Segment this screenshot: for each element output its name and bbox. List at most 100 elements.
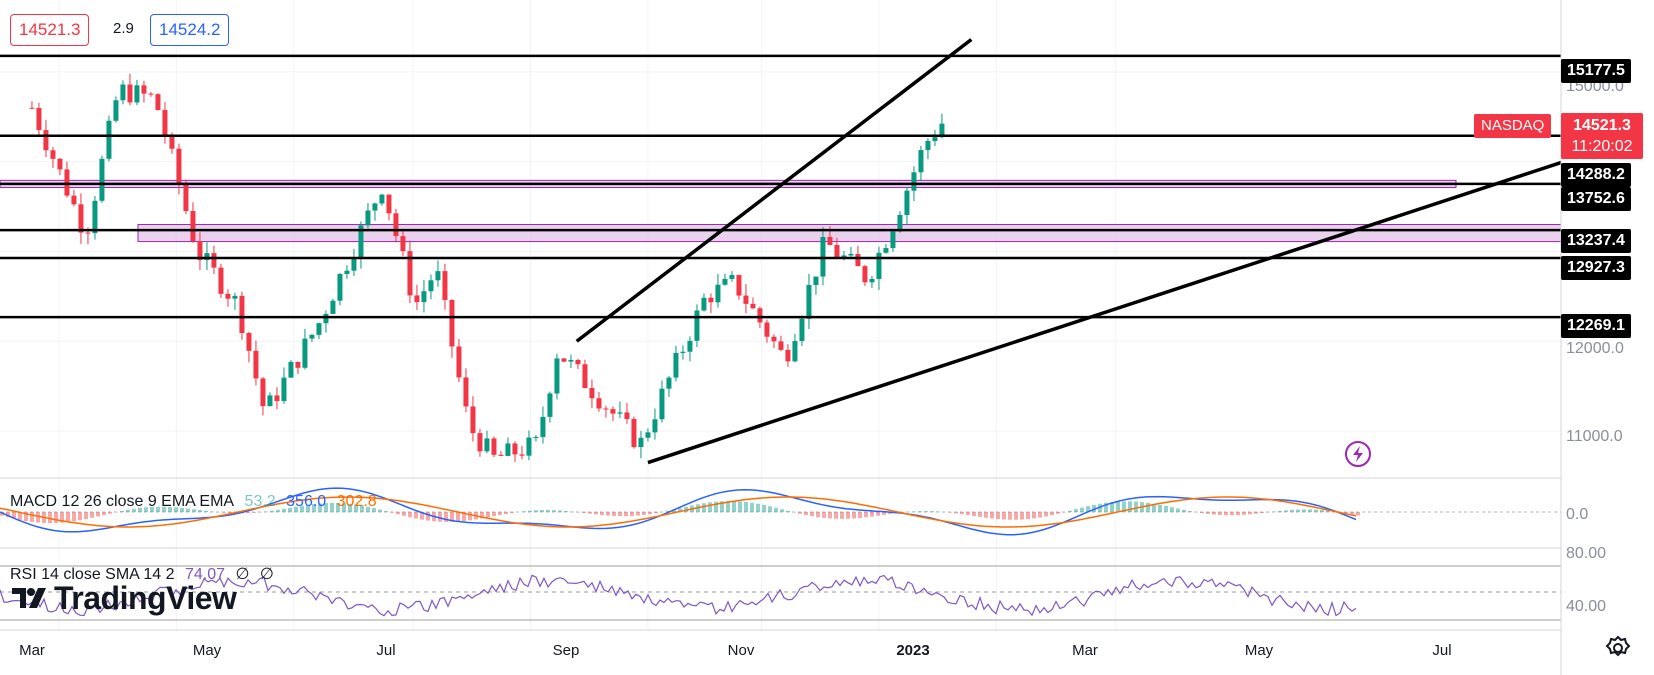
candle-body — [890, 231, 896, 249]
rsi-pane — [0, 565, 1561, 621]
macd-histogram-bar — [486, 512, 490, 518]
macd-histogram-bar — [1176, 508, 1180, 512]
candle-body — [673, 352, 679, 378]
level-label: 12927.3 — [1561, 256, 1631, 280]
macd-histogram-bar — [1080, 507, 1084, 512]
time-tick: Mar — [1072, 642, 1098, 659]
trend-channel — [575, 38, 1562, 465]
macd-histogram-bar — [120, 510, 124, 512]
macd-histogram-bar — [384, 511, 388, 512]
rsi-legend[interactable]: RSI 14 close SMA 14 2 74.07 ∅ ∅ — [10, 564, 280, 584]
macd-histogram-bar — [342, 503, 346, 512]
macd-histogram-bar — [420, 512, 424, 520]
macd-histogram-bar — [336, 502, 340, 512]
bar-countdown: 11:20:02 — [1571, 138, 1633, 155]
macd-histogram-bar — [648, 512, 652, 515]
macd-line-value: 356.0 — [286, 493, 327, 510]
candle-body — [645, 432, 651, 438]
macd-histogram-bar — [408, 512, 412, 518]
candle-body — [64, 169, 70, 196]
macd-histogram-bar — [228, 512, 232, 514]
macd-histogram-bar — [840, 512, 844, 519]
macd-histogram-bar — [804, 512, 808, 516]
time-tick: May — [1244, 642, 1274, 659]
level-label: 14288.2 — [1561, 163, 1631, 187]
candle-body — [778, 341, 784, 350]
time-tick: May — [192, 642, 222, 659]
macd-legend[interactable]: MACD 12 26 close 9 EMA EMA 53.2 356.0 30… — [10, 493, 383, 511]
candle-body — [638, 437, 644, 448]
macd-histogram-bar — [528, 510, 532, 512]
macd-histogram-bar — [12, 512, 16, 519]
macd-histogram-bar — [1260, 512, 1264, 514]
price-tick: 12000.0 — [1566, 340, 1624, 357]
macd-histogram-bar — [168, 506, 172, 512]
macd-histogram-bar — [468, 512, 472, 521]
candle-body — [414, 295, 420, 303]
candle-body — [43, 130, 49, 151]
candle-body — [281, 377, 287, 402]
macd-histogram-bar — [582, 512, 586, 513]
candle-body — [757, 308, 763, 323]
macd-histogram-bar — [1218, 512, 1222, 515]
candle-body — [785, 349, 791, 362]
macd-histogram-bar — [84, 512, 88, 520]
gear-icon[interactable] — [1604, 634, 1632, 662]
candle-body — [512, 443, 518, 455]
candle-body — [939, 123, 945, 138]
candle-body — [862, 266, 868, 283]
macd-histogram-bar — [54, 512, 58, 524]
macd-histogram-bar — [870, 512, 874, 517]
macd-histogram-bar — [726, 500, 730, 512]
last-price: 14521.3 — [1573, 117, 1631, 134]
macd-histogram-bar — [1188, 511, 1192, 512]
macd-histogram-bar — [1170, 507, 1174, 512]
macd-histogram-bar — [678, 508, 682, 512]
macd-title: MACD 12 26 close 9 EMA EMA — [10, 493, 235, 510]
macd-histogram-bar — [252, 512, 256, 513]
candle-body — [771, 336, 777, 342]
macd-histogram-bar — [186, 508, 190, 512]
macd-histogram-bar — [144, 507, 148, 512]
candle-body — [288, 361, 294, 378]
macd-histogram-bar — [108, 512, 112, 514]
macd-histogram-bar — [534, 510, 538, 512]
macd-histogram-bar — [480, 512, 484, 519]
candle-body — [302, 338, 308, 368]
last-price-badge: 14521.3 11:20:02 — [1561, 113, 1643, 159]
bid-price[interactable]: 14521.3 — [10, 14, 90, 46]
macd-histogram-bar — [1008, 512, 1012, 520]
candle-body — [687, 340, 693, 352]
chart-grid — [0, 0, 1561, 630]
candle-body — [701, 297, 707, 311]
candle-body — [99, 158, 105, 201]
macd-histogram-bar — [1128, 501, 1132, 512]
rsi-lower-tick: 40.00 — [1566, 598, 1607, 615]
macd-histogram-bar — [1302, 509, 1306, 512]
macd-histogram-bar — [192, 509, 196, 512]
candle-body — [232, 295, 238, 299]
macd-histogram-bar — [60, 512, 64, 523]
time-tick: Jul — [376, 642, 396, 659]
candle-body — [218, 267, 224, 294]
candle-body — [834, 245, 840, 258]
macd-histogram-bar — [996, 512, 1000, 520]
macd-histogram-bar — [498, 512, 502, 516]
candle-body — [554, 358, 560, 394]
candle-body — [715, 284, 721, 303]
macd-histogram-bar — [0, 512, 4, 516]
macd-histogram-bar — [774, 507, 778, 512]
tradingview-wordmark: TradingView — [54, 579, 237, 616]
macd-histogram-bar — [156, 506, 160, 512]
rsi-value: 74.07 — [184, 566, 226, 583]
macd-line — [0, 487, 1357, 536]
macd-histogram-bar — [1350, 512, 1354, 515]
horizontal-levels — [0, 54, 1561, 319]
ask-price[interactable]: 14524.2 — [150, 14, 230, 46]
tradingview-logo[interactable]: TradingView — [12, 578, 237, 618]
rsi-line — [0, 574, 1357, 617]
candle-body — [211, 253, 217, 268]
lightning-icon[interactable] — [1344, 440, 1372, 468]
rsi-extra-1: ∅ — [235, 566, 250, 583]
